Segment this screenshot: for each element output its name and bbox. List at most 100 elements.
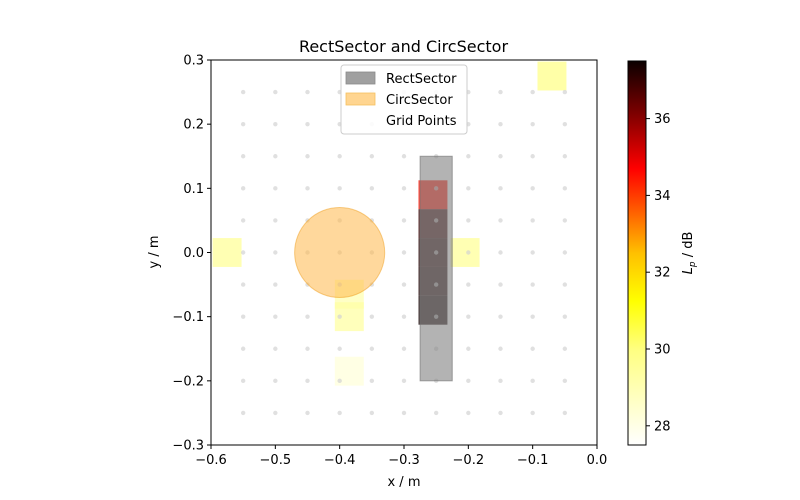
- colorbar-tick-label: 36: [654, 112, 671, 127]
- colorbar: [627, 60, 647, 446]
- grid-point: [530, 250, 535, 255]
- grid-point: [401, 314, 407, 319]
- grid-point: [305, 89, 310, 95]
- grid-point: [305, 121, 310, 127]
- grid-point: [273, 378, 278, 384]
- grid-point: [369, 346, 375, 351]
- grid-point: [498, 410, 503, 416]
- grid-point: [498, 314, 503, 319]
- grid-point: [498, 218, 503, 223]
- grid-point: [305, 410, 310, 416]
- grid-point: [401, 346, 407, 351]
- grid-point: [337, 314, 342, 319]
- grid-point: [498, 378, 503, 384]
- grid-point: [240, 346, 246, 351]
- grid-point: [273, 410, 278, 416]
- y-tick-label: 0.0: [183, 246, 204, 261]
- grid-point: [530, 154, 535, 159]
- grid-point: [240, 186, 246, 191]
- grid-point: [466, 314, 471, 319]
- grid-point: [433, 410, 439, 416]
- grid-point: [401, 378, 407, 384]
- grid-point: [401, 154, 407, 159]
- x-tick-label: −0.5: [260, 453, 292, 468]
- grid-point: [369, 378, 375, 384]
- grid-point: [401, 282, 407, 287]
- grid-point: [401, 186, 407, 191]
- grid-point: [498, 154, 503, 159]
- grid-point: [273, 186, 278, 191]
- grid-point: [240, 121, 246, 127]
- grid-point: [273, 250, 278, 255]
- x-tick-label: −0.6: [195, 453, 227, 468]
- legend: RectSector CircSector Grid Points: [340, 64, 468, 135]
- rect-sector: [419, 155, 453, 382]
- grid-point: [498, 346, 503, 351]
- grid-point: [369, 410, 375, 416]
- grid-point: [337, 186, 342, 191]
- grid-point: [240, 154, 246, 159]
- y-tick-label: −0.1: [172, 310, 204, 325]
- grid-point: [498, 121, 503, 127]
- grid-point: [273, 89, 278, 95]
- heatmap-cell: [450, 238, 480, 267]
- grid-point: [273, 346, 278, 351]
- grid-point: [240, 282, 246, 287]
- grid-point: [562, 314, 568, 319]
- grid-point: [530, 89, 535, 95]
- grid-point: [273, 121, 278, 127]
- colorbar-ticks: 28 30 32 34 36: [646, 112, 671, 434]
- grid-point: [337, 378, 342, 384]
- grid-point: [498, 282, 503, 287]
- grid-point: [530, 121, 535, 127]
- colorbar-tick-label: 34: [654, 189, 671, 204]
- heatmap-cell: [537, 61, 567, 91]
- grid-point: [530, 218, 535, 223]
- colorbar-tick-label: 30: [654, 343, 671, 358]
- grid-point: [240, 89, 246, 95]
- grid-point: [240, 410, 246, 416]
- grid-point: [530, 186, 535, 191]
- grid-point: [273, 314, 278, 319]
- grid-point: [466, 346, 471, 351]
- y-tick-label: −0.3: [172, 439, 204, 454]
- grid-point: [530, 314, 535, 319]
- y-tick-label: −0.2: [172, 374, 204, 389]
- grid-point: [305, 378, 310, 384]
- legend-label-grid-points: Grid Points: [386, 114, 457, 129]
- grid-point: [562, 378, 568, 384]
- grid-point: [562, 346, 568, 351]
- y-axis: −0.3 −0.2 −0.1 0.0 0.1 0.2 0.3: [172, 54, 211, 454]
- grid-point: [466, 154, 471, 159]
- grid-point: [273, 282, 278, 287]
- legend-swatch-rect-sector: [345, 71, 376, 85]
- sectors: [294, 155, 453, 382]
- x-tick-label: −0.3: [388, 453, 420, 468]
- legend-label-circ-sector: CircSector: [386, 93, 453, 108]
- grid-point: [369, 186, 375, 191]
- grid-point: [305, 154, 310, 159]
- grid-point: [240, 378, 246, 384]
- grid-point: [562, 410, 568, 416]
- grid-point: [240, 314, 246, 319]
- grid-point: [466, 378, 471, 384]
- x-tick-label: −0.2: [453, 453, 485, 468]
- grid-point: [498, 89, 503, 95]
- legend-swatch-circ-sector: [345, 92, 376, 106]
- y-tick-label: 0.3: [183, 54, 204, 69]
- grid-point: [337, 154, 342, 159]
- colorbar-label: Lp / dB: [681, 232, 698, 275]
- grid-point: [466, 186, 471, 191]
- grid-point: [305, 314, 310, 319]
- x-axis-label: x / m: [387, 475, 420, 490]
- grid-point: [369, 314, 375, 319]
- grid-point: [466, 410, 471, 416]
- grid-point: [466, 218, 471, 223]
- grid-point: [305, 346, 310, 351]
- grid-point: [498, 250, 503, 255]
- grid-point: [530, 410, 535, 416]
- grid-point: [401, 250, 407, 255]
- grid-point: [273, 154, 278, 159]
- grid-point: [562, 154, 568, 159]
